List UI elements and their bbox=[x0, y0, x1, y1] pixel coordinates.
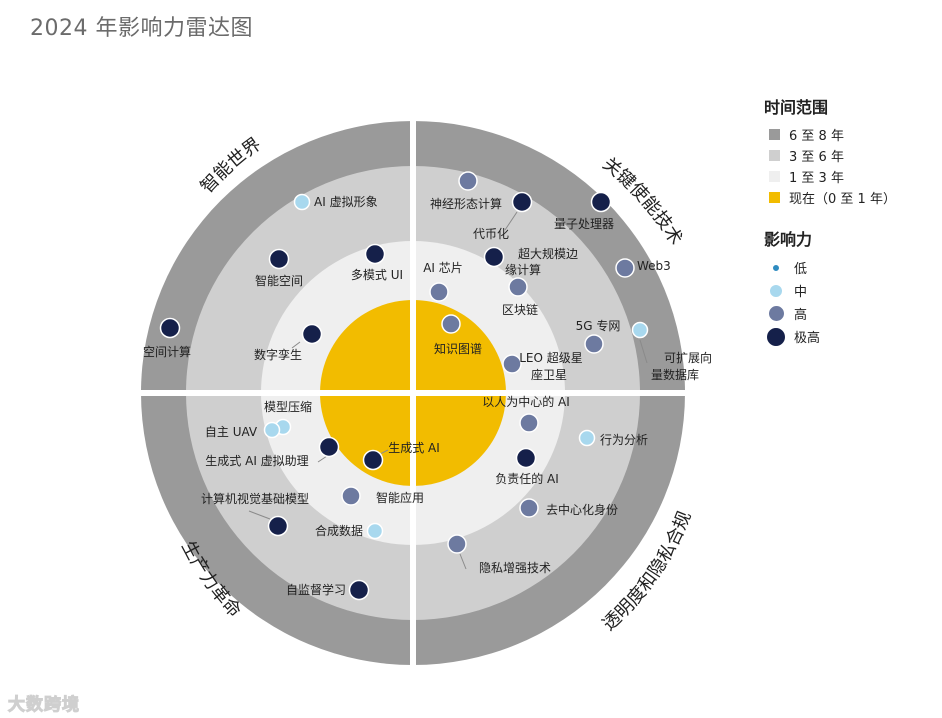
point-label-14: 可扩展向 bbox=[664, 350, 712, 365]
point-label-7: 量子处理器 bbox=[554, 217, 614, 231]
legend-time-swatch-0 bbox=[769, 129, 780, 140]
point-23 bbox=[348, 579, 370, 601]
point-20 bbox=[341, 486, 361, 506]
legend-impact-dot-3 bbox=[766, 326, 786, 347]
point-label-0: AI 虚拟形象 bbox=[314, 195, 378, 209]
point-19 bbox=[362, 449, 384, 471]
legend-time-title: 时间范围 bbox=[764, 98, 829, 117]
legend-impact-dot-1 bbox=[769, 283, 783, 298]
point-label-4: 数字孪生 bbox=[254, 347, 302, 362]
point-7 bbox=[590, 191, 612, 213]
legend-impact-dot-0 bbox=[772, 263, 780, 272]
point-label-17: 自主 UAV bbox=[205, 425, 258, 439]
point-12 bbox=[441, 314, 461, 334]
watermark: 大数跨境 bbox=[8, 695, 80, 716]
point-3 bbox=[159, 317, 181, 339]
legend-impact-item-2: 高 bbox=[764, 302, 820, 325]
leader-line-4 bbox=[291, 341, 301, 349]
point-label-11: 区块链 bbox=[502, 302, 538, 317]
point-label-10: AI 芯片 bbox=[423, 261, 463, 275]
legend-impact-label-1: 中 bbox=[794, 285, 808, 300]
point-8 bbox=[483, 246, 505, 268]
point-label-20: 智能应用 bbox=[376, 490, 424, 505]
point-label-22: 合成数据 bbox=[315, 523, 363, 538]
legend-impact-dot-2 bbox=[767, 305, 785, 322]
point-14 bbox=[631, 321, 649, 339]
point-label-9: Web3 bbox=[637, 259, 671, 273]
legend-time-swatch-1 bbox=[769, 150, 780, 161]
point-26 bbox=[515, 447, 537, 469]
legend-time-swatch-3 bbox=[769, 192, 780, 203]
point-label-15: LEO 超级星 bbox=[519, 350, 583, 365]
point-label-27: 去中心化身份 bbox=[546, 502, 618, 517]
leader-line-21 bbox=[248, 510, 271, 520]
leader-line-19 bbox=[379, 449, 389, 455]
leader-line-18 bbox=[317, 455, 328, 463]
legend-time-item-3: 现在（0 至 1 年） bbox=[764, 187, 896, 208]
legend-time-item-2: 1 至 3 年 bbox=[764, 166, 896, 187]
point-28 bbox=[447, 534, 467, 554]
point-label-6: 代币化 bbox=[473, 227, 509, 241]
point-0 bbox=[293, 193, 311, 211]
legend-time-label-0: 6 至 8 年 bbox=[789, 129, 844, 144]
legend-impact-label-3: 极高 bbox=[794, 331, 821, 346]
legend-time-label-3: 现在（0 至 1 年） bbox=[789, 192, 896, 207]
point-2 bbox=[364, 243, 386, 265]
legend-impact-item-0: 低 bbox=[764, 256, 820, 279]
point-label-8: 超大规模边 bbox=[518, 246, 578, 261]
legend-time-swatch-2 bbox=[769, 171, 780, 182]
point-label-16: 模型压缩 bbox=[264, 399, 312, 414]
point-27 bbox=[519, 498, 539, 518]
leader-line-14 bbox=[639, 339, 648, 364]
point-15 bbox=[502, 354, 522, 374]
legend-time: 时间范围 6 至 8 年 3 至 6 年 1 至 3 年现在（0 至 1 年） bbox=[764, 94, 896, 208]
point-label-8-line2: 缘计算 bbox=[505, 262, 541, 277]
legend-time-label-2: 1 至 3 年 bbox=[789, 171, 844, 186]
legend-impact-item-3: 极高 bbox=[764, 325, 820, 348]
point-11 bbox=[508, 277, 528, 297]
point-label-23: 自监督学习 bbox=[286, 582, 346, 597]
point-label-18: 生成式 AI 虚拟助理 bbox=[205, 454, 308, 468]
point-4 bbox=[301, 323, 323, 345]
point-label-12: 知识图谱 bbox=[434, 342, 482, 356]
point-label-13: 5G 专网 bbox=[576, 318, 621, 333]
point-5 bbox=[458, 171, 478, 191]
point-label-28: 隐私增强技术 bbox=[479, 561, 551, 575]
point-10 bbox=[429, 282, 449, 302]
point-18 bbox=[318, 436, 340, 458]
point-label-5: 神经形态计算 bbox=[430, 196, 502, 211]
quadrant-divider-horizontal bbox=[138, 390, 688, 396]
point-6 bbox=[511, 191, 533, 213]
legend-impact-item-1: 中 bbox=[764, 279, 820, 302]
point-9 bbox=[615, 258, 635, 278]
legend-impact-label-0: 低 bbox=[794, 262, 808, 277]
page-title: 2024 年影响力雷达图 bbox=[30, 16, 253, 41]
legend-time-label-1: 3 至 6 年 bbox=[789, 150, 844, 165]
leader-line-28 bbox=[459, 553, 467, 570]
point-label-3: 空间计算 bbox=[143, 344, 191, 359]
point-label-19: 生成式 AI bbox=[388, 441, 440, 455]
point-label-25: 行为分析 bbox=[600, 433, 648, 447]
point-label-2: 多模式 UI bbox=[351, 268, 403, 282]
point-label-15-line2: 座卫星 bbox=[531, 367, 567, 382]
point-label-14-line2: 量数据库 bbox=[651, 367, 699, 382]
point-17 bbox=[263, 421, 281, 439]
point-label-1: 智能空间 bbox=[255, 273, 303, 288]
point-label-24: 以人为中心的 AI bbox=[482, 394, 570, 409]
leader-line-6 bbox=[504, 211, 518, 231]
point-13 bbox=[584, 334, 604, 354]
legend-time-item-0: 6 至 8 年 bbox=[764, 124, 896, 145]
point-label-21: 计算机视觉基础模型 bbox=[201, 491, 309, 506]
legend-time-item-1: 3 至 6 年 bbox=[764, 145, 896, 166]
point-1 bbox=[268, 248, 290, 270]
legend-impact-label-2: 高 bbox=[794, 308, 808, 323]
legend-impact-title: 影响力 bbox=[764, 230, 813, 249]
legend-impact: 影响力 低中高极高 bbox=[764, 226, 820, 348]
point-21 bbox=[267, 515, 289, 537]
point-label-26: 负责任的 AI bbox=[495, 471, 559, 486]
point-25 bbox=[578, 429, 596, 447]
point-22 bbox=[366, 522, 384, 540]
point-24 bbox=[519, 413, 539, 433]
